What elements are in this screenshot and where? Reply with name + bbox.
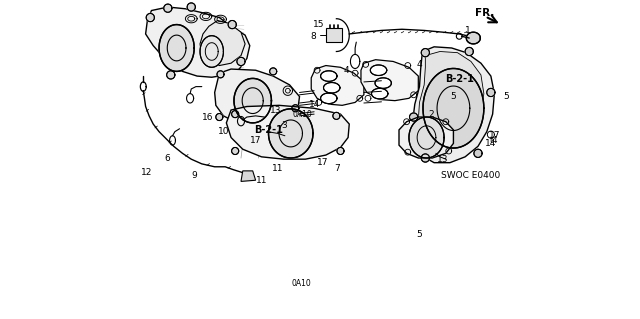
Text: 7: 7	[335, 164, 340, 173]
Polygon shape	[292, 105, 299, 112]
Text: 0A10: 0A10	[291, 279, 311, 288]
Polygon shape	[326, 28, 342, 42]
Polygon shape	[474, 149, 482, 157]
Polygon shape	[337, 147, 344, 154]
Text: 13: 13	[270, 106, 282, 115]
Polygon shape	[269, 109, 313, 158]
Text: 5: 5	[451, 92, 456, 101]
Text: 17: 17	[317, 158, 329, 167]
Text: 0A10: 0A10	[292, 110, 312, 119]
Polygon shape	[410, 113, 418, 121]
Polygon shape	[269, 68, 276, 75]
Text: 9: 9	[191, 171, 197, 180]
Text: 4: 4	[417, 60, 422, 69]
Polygon shape	[187, 3, 195, 11]
Polygon shape	[216, 114, 223, 121]
Text: SWOC E0400: SWOC E0400	[442, 171, 500, 180]
Polygon shape	[232, 147, 239, 154]
Polygon shape	[421, 48, 429, 57]
Text: 14: 14	[308, 100, 320, 109]
Text: 1: 1	[465, 26, 470, 35]
Text: 5: 5	[503, 92, 509, 101]
Polygon shape	[467, 32, 481, 44]
Polygon shape	[200, 20, 245, 65]
Polygon shape	[159, 25, 194, 71]
Polygon shape	[321, 93, 337, 104]
Text: 11: 11	[256, 176, 268, 185]
Polygon shape	[371, 65, 387, 76]
Polygon shape	[323, 83, 340, 93]
Polygon shape	[311, 65, 364, 105]
Polygon shape	[237, 57, 245, 65]
Polygon shape	[227, 105, 349, 159]
Text: FR.: FR.	[476, 8, 495, 18]
Text: 17: 17	[489, 131, 500, 140]
Text: 16: 16	[202, 113, 213, 122]
Text: 5: 5	[417, 230, 422, 239]
Polygon shape	[321, 71, 337, 81]
Polygon shape	[423, 69, 484, 148]
Polygon shape	[412, 47, 494, 163]
Text: 12: 12	[141, 168, 152, 177]
Text: 11: 11	[272, 164, 284, 173]
Text: 17: 17	[250, 136, 261, 145]
Text: t4: t4	[490, 136, 499, 145]
Text: 15: 15	[313, 20, 324, 29]
Text: 3: 3	[281, 121, 287, 130]
Polygon shape	[465, 48, 474, 56]
Text: 13: 13	[437, 155, 449, 164]
Polygon shape	[375, 78, 392, 88]
Polygon shape	[234, 78, 271, 123]
Polygon shape	[421, 154, 429, 162]
Polygon shape	[487, 88, 495, 97]
Polygon shape	[214, 69, 300, 126]
Polygon shape	[217, 71, 224, 78]
Polygon shape	[361, 60, 419, 101]
Text: 8: 8	[310, 32, 316, 41]
Text: 4: 4	[344, 66, 349, 75]
Polygon shape	[146, 7, 250, 77]
Polygon shape	[164, 4, 172, 12]
Polygon shape	[200, 36, 223, 67]
Text: B-2-1: B-2-1	[445, 74, 474, 84]
Polygon shape	[399, 117, 453, 158]
Text: 14: 14	[485, 139, 497, 148]
Polygon shape	[232, 111, 239, 118]
Polygon shape	[419, 51, 484, 143]
Text: B-2-1: B-2-1	[254, 125, 283, 135]
Polygon shape	[371, 88, 388, 99]
Polygon shape	[409, 117, 444, 158]
Text: 2: 2	[428, 110, 434, 119]
Polygon shape	[333, 112, 340, 119]
Polygon shape	[228, 20, 236, 29]
Polygon shape	[241, 171, 255, 182]
Polygon shape	[166, 71, 175, 79]
Polygon shape	[146, 13, 154, 22]
Text: 6: 6	[164, 153, 170, 162]
Text: 10: 10	[218, 127, 229, 136]
